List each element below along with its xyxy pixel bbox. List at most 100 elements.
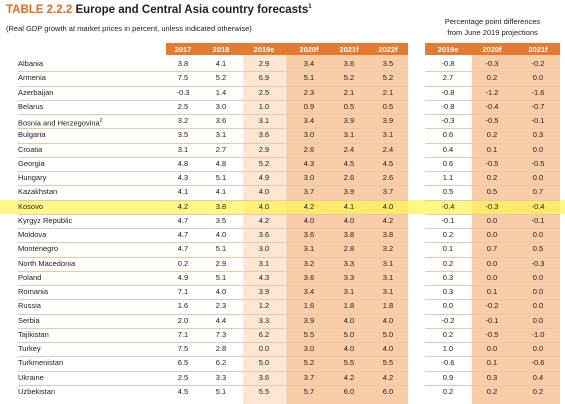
country-name: Azerbaijan bbox=[18, 87, 54, 97]
value: 3.3 bbox=[343, 272, 355, 282]
row-rule bbox=[18, 327, 408, 329]
value: 3.6 bbox=[258, 372, 270, 382]
value: 4.2 bbox=[258, 215, 270, 225]
value: 4.1 bbox=[177, 187, 189, 197]
diff: 0.5 bbox=[442, 187, 454, 197]
row-rule bbox=[425, 156, 560, 158]
value: 4.0 bbox=[382, 201, 394, 211]
value: 6.0 bbox=[343, 386, 355, 396]
diff: 0.4 bbox=[532, 372, 544, 382]
diff: -0.1 bbox=[531, 116, 545, 126]
diff: -0.8 bbox=[441, 101, 455, 111]
value: 2.7 bbox=[215, 144, 227, 154]
row-rule bbox=[18, 384, 408, 386]
column-header: 2021f bbox=[339, 45, 359, 54]
value: 3.0 bbox=[215, 101, 227, 111]
row-rule bbox=[425, 285, 560, 287]
value: 2.6 bbox=[303, 144, 315, 154]
value: 5.5 bbox=[382, 358, 394, 368]
diff: -0.4 bbox=[531, 201, 545, 211]
row-rule bbox=[425, 114, 560, 116]
country-name: Poland bbox=[18, 272, 42, 282]
country-name: Tajikistan bbox=[18, 329, 49, 339]
row-rule bbox=[425, 99, 560, 101]
row-rule bbox=[18, 242, 408, 244]
diff: 0.5 bbox=[486, 187, 498, 197]
value: 3.3 bbox=[215, 372, 227, 382]
row-highlight bbox=[0, 199, 565, 214]
value: 4.0 bbox=[303, 215, 315, 225]
row-rule bbox=[18, 85, 408, 87]
row-rule bbox=[425, 270, 560, 272]
row-rule bbox=[425, 256, 560, 258]
diff: -1.0 bbox=[531, 329, 545, 339]
value: 4.1 bbox=[215, 187, 227, 197]
row-rule bbox=[425, 199, 560, 201]
diff: -0.3 bbox=[485, 59, 499, 68]
value: 6.2 bbox=[215, 358, 227, 368]
row-rule bbox=[425, 128, 560, 130]
diff: -0.5 bbox=[485, 158, 499, 168]
value: 4.0 bbox=[215, 287, 227, 297]
value: 1.4 bbox=[215, 87, 227, 97]
diff: 0.1 bbox=[486, 358, 498, 368]
value: 1.2 bbox=[258, 301, 270, 311]
country-name: Ukraine bbox=[18, 372, 44, 382]
value: 4.5 bbox=[177, 386, 189, 396]
value: 4.5 bbox=[382, 158, 394, 168]
country-name: Romania bbox=[18, 287, 49, 297]
row-rule bbox=[18, 114, 408, 116]
country-name: Croatia bbox=[18, 144, 43, 154]
diff: 0.2 bbox=[442, 329, 454, 339]
diff: -0.1 bbox=[441, 215, 455, 225]
value: 5.1 bbox=[215, 173, 227, 183]
diff: 0.0 bbox=[532, 144, 544, 154]
value: 3.1 bbox=[382, 272, 394, 282]
value: 3.1 bbox=[177, 144, 189, 154]
column-header: 2017 bbox=[174, 45, 192, 54]
title-label: TABLE 2.2.2 bbox=[6, 4, 73, 16]
value: 5.2 bbox=[215, 73, 227, 83]
value: 5.1 bbox=[215, 244, 227, 254]
diff: 0.2 bbox=[486, 173, 498, 183]
value: 4.0 bbox=[258, 187, 270, 197]
diff: -1.6 bbox=[531, 87, 545, 97]
value: 5.0 bbox=[343, 329, 355, 339]
value: 1.0 bbox=[258, 101, 270, 111]
value: 5.2 bbox=[382, 73, 394, 83]
value: 5.5 bbox=[258, 386, 270, 396]
value: 3.1 bbox=[303, 244, 315, 254]
value: 3.0 bbox=[303, 130, 315, 140]
value: 5.7 bbox=[303, 386, 315, 396]
value: 4.7 bbox=[177, 244, 189, 254]
value: 2.0 bbox=[177, 315, 189, 325]
row-rule bbox=[18, 71, 408, 73]
country-name: Montenegro bbox=[18, 244, 59, 254]
country-name: Albania bbox=[18, 59, 44, 68]
diff: 0.0 bbox=[532, 301, 544, 311]
value: 3.6 bbox=[215, 116, 227, 126]
value: 4.8 bbox=[215, 158, 227, 168]
country-name: Moldova bbox=[18, 230, 47, 240]
value: 4.0 bbox=[258, 201, 270, 211]
row-rule bbox=[18, 285, 408, 287]
row-rule bbox=[425, 228, 560, 230]
value: 3.6 bbox=[343, 59, 355, 68]
right-header-line: Percentage point differences bbox=[444, 17, 541, 26]
diff: 0.0 bbox=[532, 315, 544, 325]
value: 3.6 bbox=[258, 130, 270, 140]
value: 1.8 bbox=[343, 301, 355, 311]
value: 0.9 bbox=[303, 101, 315, 111]
value: 3.1 bbox=[382, 258, 394, 268]
value: 3.9 bbox=[343, 187, 355, 197]
country-name: Turkmenistan bbox=[18, 358, 64, 368]
row-rule bbox=[18, 370, 408, 372]
diff: 0.4 bbox=[442, 144, 454, 154]
value: 4.0 bbox=[382, 344, 394, 354]
country-name: Kyrgyz Republic bbox=[18, 215, 73, 225]
value: 1.8 bbox=[382, 301, 394, 311]
diff: -0.1 bbox=[531, 215, 545, 225]
country-name: Georgia bbox=[18, 158, 45, 168]
diff: 0.0 bbox=[486, 215, 498, 225]
